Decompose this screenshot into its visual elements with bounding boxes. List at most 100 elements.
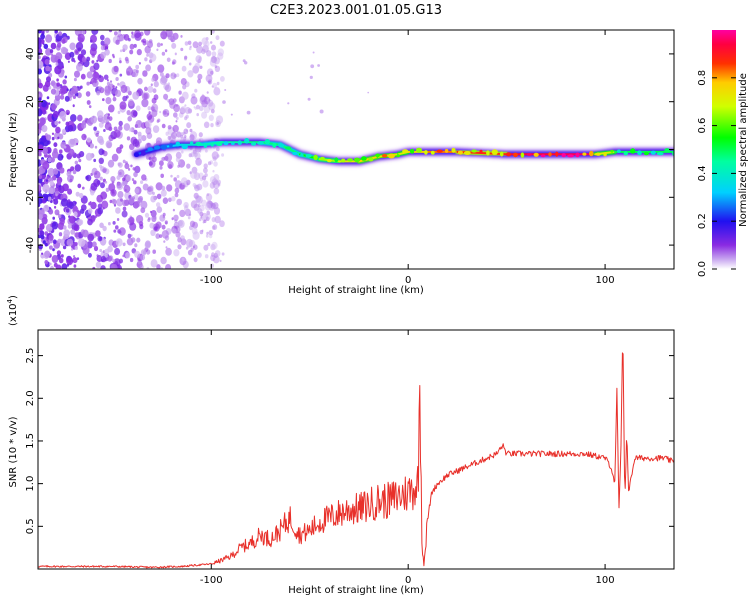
spectrogram-x-ticks: -100 0 100 [200,30,615,286]
ridge-blob [175,141,180,147]
noise-speckle [137,134,143,140]
noise-speckle [112,85,115,89]
noise-speckle [312,51,315,54]
noise-speckle [187,244,191,249]
noise-speckle [205,213,211,221]
ridge-blob [216,142,223,147]
ridge-blob [424,150,428,155]
ridge-blob [650,150,656,155]
noise-speckle [50,157,55,163]
noise-speckle [52,168,59,175]
noise-speckle [205,203,211,211]
noise-speckle [197,73,203,80]
noise-speckle [57,59,62,63]
noise-speckle [45,34,53,43]
noise-speckle [40,99,48,108]
noise-speckle [116,147,122,154]
noise-speckle [81,133,87,141]
spectrogram-noise [38,30,370,269]
colorbar-tick-label: 0.0 [697,261,708,277]
spectrogram-x-axis-label: Height of straight line (km) [288,285,424,296]
noise-speckle [102,168,107,174]
noise-speckle [66,263,70,267]
noise-speckle [130,164,133,168]
noise-speckle [62,245,67,250]
noise-speckle [112,96,117,102]
ridge-blob [313,154,318,161]
noise-speckle [172,228,177,235]
noise-speckle [136,237,141,243]
noise-speckle [106,79,109,82]
noise-speckle [122,177,126,182]
ridge-blob [272,142,277,148]
noise-speckle [73,254,76,258]
noise-speckle [87,252,92,258]
noise-speckle [42,183,50,193]
noise-speckle [71,85,79,95]
spectrogram-ridge [130,136,674,168]
noise-speckle [161,224,166,230]
noise-speckle [107,113,111,117]
noise-speckle [127,116,132,122]
noise-speckle [161,230,169,239]
noise-speckle [192,41,199,49]
noise-speckle [210,243,216,251]
noise-speckle [151,97,157,104]
noise-speckle [93,126,97,131]
noise-speckle [120,84,128,94]
snr-line [38,352,674,569]
noise-speckle [185,114,189,119]
noise-speckle [72,206,79,214]
noise-speckle [76,142,79,146]
noise-speckle [187,249,193,256]
noise-speckle [156,202,161,208]
noise-speckle [187,40,192,45]
noise-speckle [195,157,202,166]
noise-speckle [124,163,130,170]
colorbar-tick-label: 0.8 [697,70,708,86]
ridge-blob [561,153,566,158]
noise-speckle [107,255,113,262]
noise-speckle [104,253,108,258]
noise-speckle [160,43,163,46]
noise-speckle [144,45,151,54]
noise-speckle [100,34,105,41]
noise-speckle [207,99,214,107]
noise-speckle [73,264,77,268]
noise-speckle [174,192,179,198]
noise-speckle [49,245,53,250]
noise-speckle [180,47,184,52]
noise-speckle [166,184,173,192]
noise-speckle [106,81,111,86]
ridge-blob [416,147,422,153]
noise-speckle [42,161,50,170]
ridge-blob [457,150,463,155]
noise-speckle [96,90,101,96]
noise-speckle [192,183,196,187]
noise-speckle [204,254,209,259]
noise-speckle [54,187,60,193]
noise-speckle [132,167,136,171]
noise-speckle [112,258,116,263]
noise-speckle [190,152,195,158]
noise-speckle [159,76,167,85]
spectrogram-panel: -100 0 100 -40 -20 0 20 40 Height of straight … [8,29,675,296]
noise-speckle [110,189,117,197]
noise-speckle [217,48,224,57]
noise-speckle [100,40,105,46]
noise-speckle [203,121,210,129]
snr-panel: -100 0 100 0.5 1.0 1.5 2.0 2.5 Height of strai… [6,295,675,596]
noise-speckle [74,70,80,78]
noise-speckle [40,234,45,240]
spectrogram-y-tick-label: -20 [25,189,36,205]
noise-speckle [212,169,215,173]
noise-speckle [45,48,52,56]
noise-speckle [86,215,89,219]
noise-speckle [310,64,315,69]
noise-speckle [88,105,92,109]
noise-speckle [121,210,128,218]
noise-speckle [156,206,163,214]
noise-speckle [56,82,60,87]
noise-speckle [165,131,169,136]
